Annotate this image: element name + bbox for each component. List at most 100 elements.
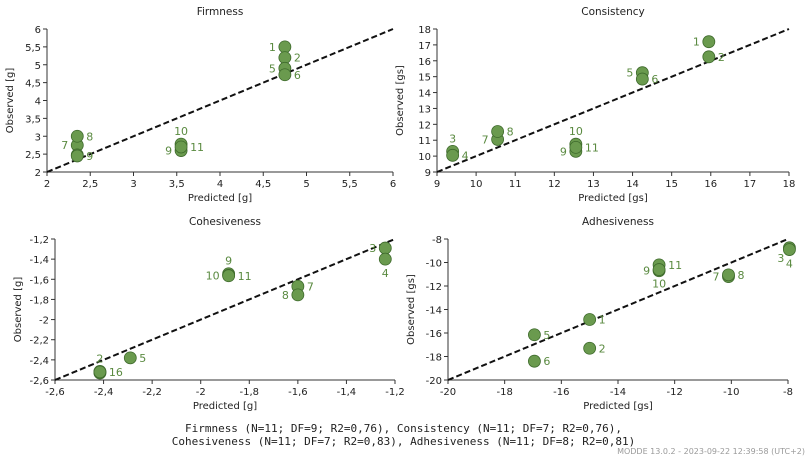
data-point	[123, 351, 137, 365]
x-tick-label: 12	[548, 179, 561, 190]
x-tick-label: -12	[666, 387, 682, 398]
x-tick-label: 14	[626, 179, 639, 190]
data-point	[93, 365, 107, 379]
data-point	[70, 129, 84, 143]
x-tick-label: -18	[496, 387, 512, 398]
x-tick-label: 4,5	[255, 179, 271, 190]
data-point-label: 3	[369, 242, 376, 255]
data-point	[222, 269, 236, 283]
data-point	[635, 72, 649, 86]
y-tick-label: 18	[418, 25, 431, 36]
data-point-label: 10	[206, 269, 220, 282]
x-tick-label: -2,2	[142, 387, 162, 398]
y-tick-label: -1,2	[29, 235, 49, 246]
x-tick-label: -1,8	[240, 387, 260, 398]
y-tick-label: 3,5	[25, 114, 41, 125]
y-tick-label: 9	[425, 168, 431, 179]
y-tick-label: 16	[418, 57, 431, 68]
x-tick-label: -1,6	[288, 387, 308, 398]
data-point	[174, 140, 188, 154]
y-tick-label: 14	[418, 89, 431, 100]
model-stats-line-2: Cohesiveness (N=11; DF=7; R2=0,83), Adhe…	[171, 435, 636, 448]
x-tick-label: 18	[783, 179, 796, 190]
data-point	[702, 35, 716, 49]
x-tick-label: 5	[303, 179, 309, 190]
x-tick-label: -14	[610, 387, 626, 398]
data-point	[278, 51, 292, 64]
x-tick-label: 17	[744, 179, 757, 190]
data-point-label: 5	[543, 329, 550, 342]
x-tick-label: -10	[723, 387, 739, 398]
identity-line	[436, 28, 790, 173]
data-point	[583, 341, 597, 355]
data-point-label: 4	[462, 149, 469, 162]
data-point	[491, 125, 505, 138]
data-point-label: 3	[777, 252, 784, 265]
chart-title: Firmness	[197, 6, 244, 18]
data-point-label: 2	[96, 352, 103, 365]
data-point-label: 6	[651, 73, 658, 86]
y-tick-label: -16	[426, 329, 442, 340]
data-point	[528, 328, 541, 342]
x-axis-label: Predicted [g]	[193, 401, 257, 412]
data-point-label: 8	[282, 289, 289, 302]
y-tick-label: -2,4	[29, 356, 49, 367]
y-tick-label: -18	[426, 353, 442, 364]
model-stats-line-1: Firmness (N=11; DF=9; R2=0,76), Consiste…	[184, 422, 623, 435]
identity-line	[46, 28, 394, 173]
y-tick-label: 3	[35, 132, 41, 143]
y-tick-label: -1,4	[29, 255, 49, 266]
data-point-label: 10	[652, 278, 666, 291]
data-point-label: 9	[560, 145, 567, 158]
data-point-label: 9	[225, 255, 232, 268]
x-tick-label: 2	[44, 179, 50, 190]
y-tick-label: 15	[418, 73, 431, 84]
x-tick-label: 2,5	[82, 179, 98, 190]
data-point-label: 10	[174, 125, 188, 138]
data-point-label: 7	[713, 271, 720, 284]
x-tick-label: -2,6	[45, 387, 65, 398]
y-tick-label: -10	[426, 259, 442, 270]
data-point	[378, 252, 392, 266]
identity-line	[54, 238, 396, 381]
data-point	[291, 288, 305, 302]
y-tick-label: -8	[432, 235, 442, 246]
x-tick-label: 16	[704, 179, 717, 190]
data-point-label: 2	[718, 51, 725, 64]
y-axis-label: Observed [g]	[13, 277, 24, 343]
data-point	[70, 149, 84, 163]
software-stamp: MODDE 13.0.2 - 2023-09-22 12:39:58 (UTC+…	[617, 447, 805, 456]
y-tick-label: -2,6	[29, 376, 49, 387]
x-tick-label: -8	[783, 387, 793, 398]
data-point	[528, 354, 541, 368]
data-point-label: 5	[269, 62, 276, 75]
data-point-label: 11	[585, 141, 599, 154]
data-point-label: 7	[307, 280, 314, 293]
data-point-label: 1	[693, 36, 700, 49]
x-tick-label: 3,5	[169, 179, 185, 190]
x-tick-label: -2,4	[94, 387, 114, 398]
y-tick-label: 17	[418, 41, 431, 52]
chart-panel-adhesiveness: Adhesiveness -20 -18 -16 -14 -12 -10 -8 -20 -18 -1…	[406, 216, 796, 412]
y-tick-label: -20	[426, 376, 442, 387]
y-tick-label: 4,5	[25, 79, 41, 90]
x-tick-label: 11	[509, 179, 522, 190]
identity-line	[447, 238, 789, 381]
x-axis-label: Predicted [g]	[188, 193, 252, 204]
data-point	[569, 140, 583, 154]
data-point-label: 8	[738, 269, 745, 282]
x-tick-label: 9	[434, 179, 440, 190]
data-point	[702, 50, 716, 64]
data-point-label: 8	[86, 130, 93, 143]
data-point-label: 1	[269, 41, 276, 54]
chart-title: Cohesiveness	[189, 216, 261, 228]
data-point-label: 7	[61, 139, 68, 152]
x-tick-label: 4	[217, 179, 223, 190]
y-tick-label: 12	[418, 120, 431, 131]
chart-panel-cohesiveness: Cohesiveness -2,6 -2,4 -2,2 -2 -1,8 -1,6 -1,4 -1…	[13, 216, 405, 412]
y-tick-label: 4	[35, 97, 41, 108]
data-point	[278, 68, 292, 82]
data-point-label: 7	[482, 133, 489, 146]
data-point-label: 9	[165, 145, 172, 158]
